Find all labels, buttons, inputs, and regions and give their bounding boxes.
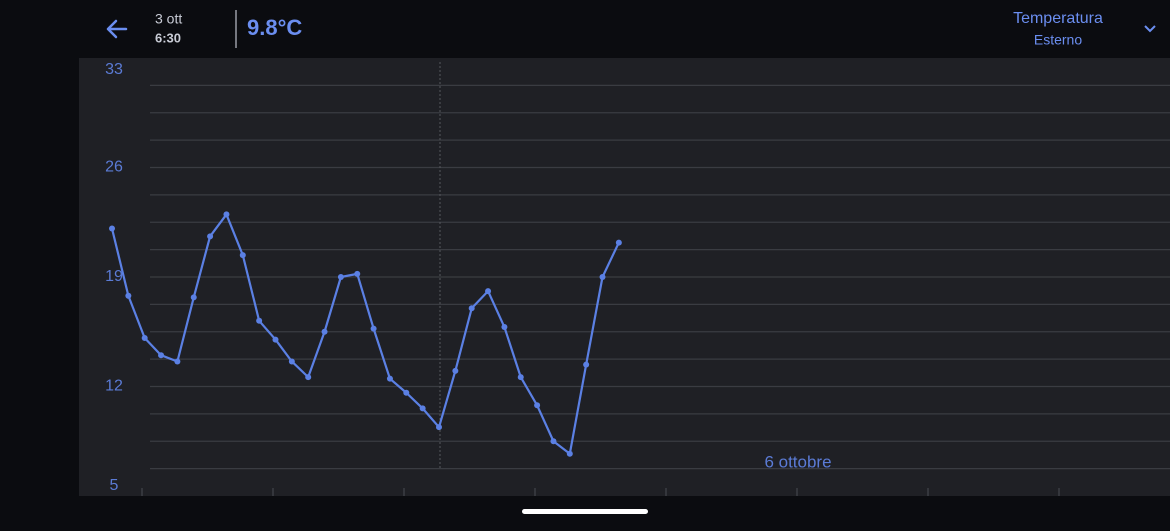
data-point xyxy=(125,292,132,299)
chevron[interactable] xyxy=(1144,25,1156,33)
data-point xyxy=(158,352,165,359)
data-point xyxy=(288,358,295,365)
y-tick-label: 5 xyxy=(110,477,119,494)
metric[interactable]: Temperatura xyxy=(1013,10,1103,27)
data-point xyxy=(305,374,312,381)
location[interactable]: Esterno xyxy=(1034,32,1082,48)
y-tick-label: 26 xyxy=(105,159,123,176)
reading: 9.8°C xyxy=(247,15,302,40)
back-arrow[interactable] xyxy=(106,19,128,39)
data-point xyxy=(386,375,393,382)
annotation: 6 ottobre xyxy=(764,452,831,471)
back-button[interactable] xyxy=(106,19,128,39)
home-indicator xyxy=(522,509,648,514)
date: 3 ott xyxy=(155,11,182,27)
data-point xyxy=(256,317,263,324)
data-point xyxy=(485,288,492,295)
data-point xyxy=(190,294,197,301)
data-point xyxy=(223,211,230,218)
metric-selector[interactable]: Temperatura Esterno xyxy=(1013,10,1156,48)
data-point xyxy=(370,325,377,332)
data-point xyxy=(468,305,475,312)
data-point xyxy=(615,239,622,246)
data-point xyxy=(174,358,181,365)
data-point xyxy=(452,367,459,374)
data-point xyxy=(109,225,115,232)
y-tick-label: 19 xyxy=(105,268,123,285)
data-point xyxy=(517,374,524,381)
y-tick-label: 33 xyxy=(105,61,123,78)
data-point xyxy=(321,328,328,335)
data-point xyxy=(239,252,246,259)
data-point xyxy=(337,274,344,280)
y-tick-label: 12 xyxy=(105,378,123,395)
data-point xyxy=(436,424,442,431)
data-point xyxy=(272,336,279,343)
plot: 5 12 19 26 33 6 ottobre xyxy=(105,61,1170,496)
data-point xyxy=(501,324,508,331)
data-point xyxy=(419,405,426,412)
data-point xyxy=(550,438,557,445)
data-point xyxy=(566,450,573,457)
series-line xyxy=(110,213,620,455)
data-point xyxy=(354,270,361,277)
data-point xyxy=(403,389,410,396)
data-point xyxy=(583,361,590,368)
data-point xyxy=(207,233,214,240)
data-point xyxy=(599,274,606,280)
data-point xyxy=(534,402,541,409)
time: 6:30 xyxy=(155,30,181,45)
data-point xyxy=(141,335,148,342)
